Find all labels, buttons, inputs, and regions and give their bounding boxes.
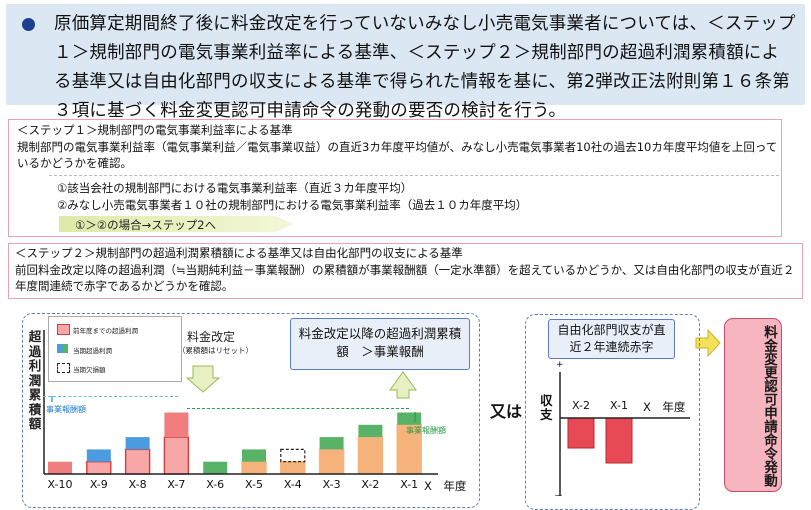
left-tick-X-3: X-3 [322,478,341,491]
bar-prior-X-4 [280,461,306,475]
result-text: 料金変更認可申請命令発動 [761,325,777,487]
header-text: 原価算定期間終了後に料金改定を行っていないみなし小売電気事業者については、＜ステ… [54,14,796,121]
right-chart-ylabel: 収支 [540,393,553,422]
legend-current: 当期超過利潤 [73,347,112,355]
right-x-suffix: X 年度 [643,400,686,414]
bar-deficit-X-4 [280,448,306,463]
step1-item1: ①該当会社の規制部門における電気事業利益率（直近３カ年度平均） [57,181,413,195]
result-box: 料金変更認可申請命令発動 [724,318,782,492]
right-plus: + [556,360,564,370]
legend-deficit: 当期欠損額 [73,366,106,374]
bar-prior-X-7 [163,436,190,475]
left-chart-frame [22,313,480,508]
callout-up-arrow-icon [389,371,417,399]
left-tick-X-1: X-1 [400,478,419,491]
bar-current-X-8 [125,437,150,450]
step1-desc: 規制部門の電気事業利益率（電気事業利益／電気事業収益）の直近3カ年度平均値が、み… [17,140,778,170]
step1-arrow-label: ①＞②の場合→ステップ2へ [75,218,217,232]
bar-prior-X-2 [357,436,384,475]
bullet-icon [22,18,35,31]
step1-item2: ②みなし小売電気事業者１０社の規制部門における電気事業利益率（過去１０カ年度平均… [57,198,528,212]
bar-current-X-2 [358,424,383,438]
bar-current-X-5 [242,449,266,462]
left-callout-text: 料金改定以降の超過利潤累積額 ＞事業報酬 [298,326,462,359]
left-callout: 料金改定以降の超過利潤累積額 ＞事業報酬 [290,318,470,370]
left-tick-X-5: X-5 [245,478,263,491]
step1-arrow-icon [59,216,294,232]
step2-desc: 前回料金改定以降の超過利潤（≒当期純利益－事業報酬）の累積額が事業報酬額（一定水… [15,263,795,293]
bar-current-X-6 [203,461,228,474]
revision-down-arrow-icon [185,365,221,393]
header-banner: 原価算定期間終了後に料金改定を行っていないみなし小売電気事業者については、＜ステ… [6,4,805,121]
bar-current-X-3 [319,437,344,450]
revision-sub: （累積額はリセット） [178,346,253,355]
reward-line-right [187,408,409,409]
or-label: 又は [490,402,523,421]
right-callout: 自由化部門収支が直近２年連続赤字 [548,319,675,359]
right-tick-X-2: X-2 [572,399,590,412]
bar-prior-X-5 [241,461,267,475]
reward-label-left: 事業報酬額 [46,405,86,414]
bar-current-X-9 [86,449,111,462]
result-arrow-icon [695,328,721,358]
revision-label: 料金改定 [187,330,236,344]
bar-prior-X-9 [86,461,112,475]
right-minus: － [554,492,564,502]
bar-prior-X-3 [318,448,345,475]
left-tick-X-7: X-7 [167,478,186,491]
bar-current-X-10 [48,461,72,474]
right-chart-bars [567,417,633,464]
left-tick-X-4: X-4 [283,478,302,491]
left-tick-X-10: X-10 [47,478,73,491]
step2-box: ＜ステップ２＞規制部門の超過利潤累積額による基準又は自由化部門の収支による基準 … [8,243,803,299]
step2-title: ＜ステップ２＞規制部門の超過利潤累積額による基準又は自由化部門の収支による基準 [15,246,463,260]
step1-title: ＜ステップ１＞規制部門の電気事業利益率による基準 [17,123,293,137]
legend-swatch-deficit [57,363,70,373]
reward-label-right: 事業報酬額 [406,426,446,435]
right-callout-text: 自由化部門収支が直近２年連続赤字 [557,323,666,354]
legend-swatch-current [57,344,68,353]
right-bar-X-2 [567,417,595,449]
step1-divider [49,175,779,176]
bar-current-X-1 [397,412,422,425]
bar-prior-X-8 [124,448,151,475]
left-tick-X-9: X-9 [89,478,108,491]
left-tick-X-2: X-2 [361,478,380,491]
bar-current-X-7 [164,412,189,438]
left-chart-legend: 前年度までの超過利潤 当期超過利潤 当期欠損額 [48,316,182,382]
left-chart-ylabel: 超過利潤累積額 [28,329,42,431]
reward-line-left [43,396,178,397]
left-tick-X-6: X-6 [206,478,225,491]
legend-swatch-prior [57,324,70,335]
left-chart-bars [48,412,422,475]
legend-prior: 前年度までの超過利潤 [73,327,138,335]
right-tick-X-1: X-1 [610,399,628,412]
step1-box: ＜ステップ１＞規制部門の電気事業利益率による基準 規制部門の電気事業利益率（電気… [8,119,782,237]
left-tick-X-8: X-8 [128,478,147,491]
left-x-suffix: X 年度 [424,479,467,493]
